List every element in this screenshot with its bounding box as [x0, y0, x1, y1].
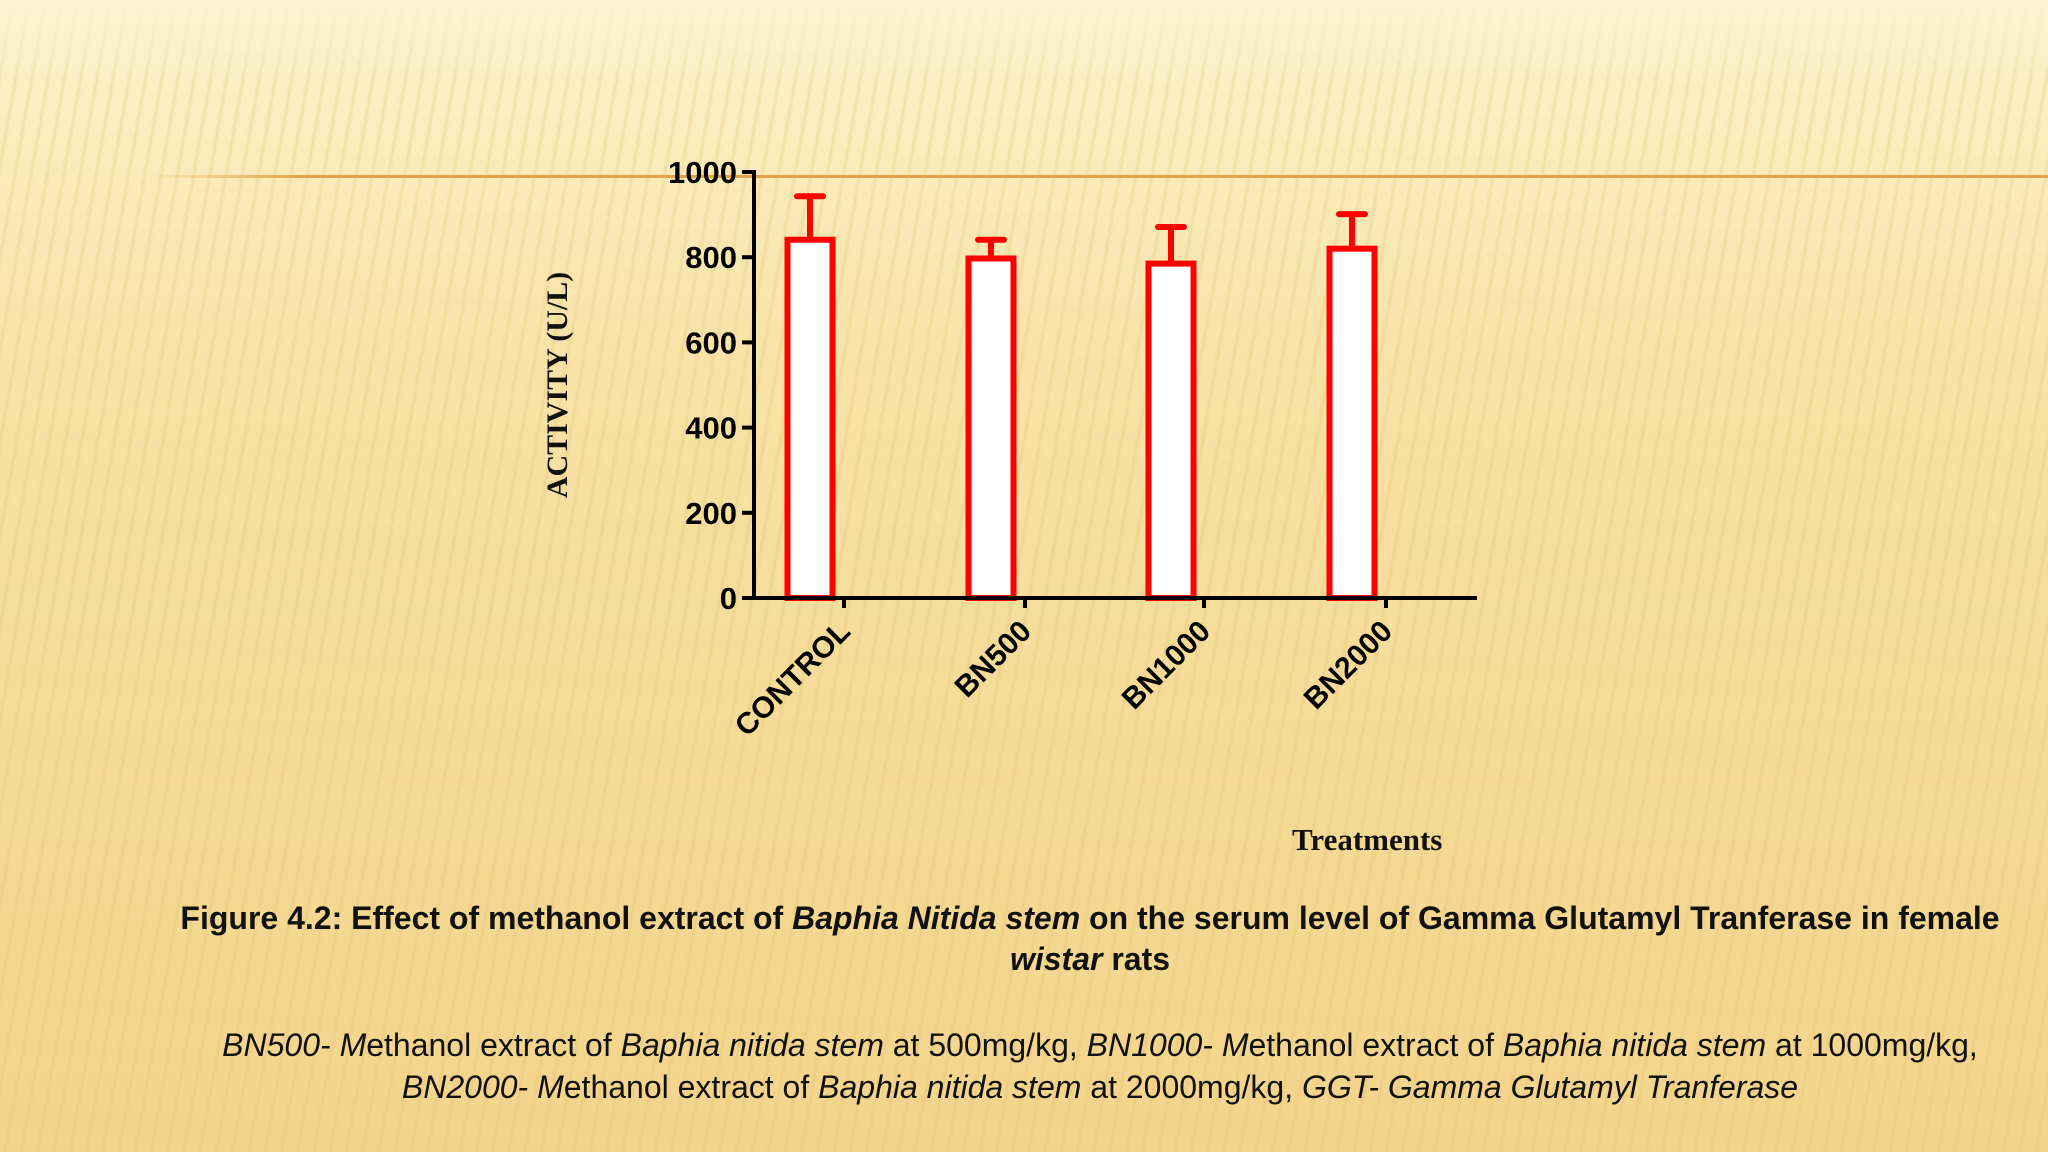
bar-control [784, 236, 836, 601]
slide-title-rule [150, 175, 2048, 178]
abbr-term: Baphia nitida stem [818, 1069, 1082, 1105]
abbr-term: Baphia nitida stem [620, 1027, 884, 1063]
abbr-term: BN1000- M [1086, 1027, 1249, 1063]
caption-text: rats [1102, 941, 1171, 977]
abbr-text: ethanol extract of [563, 1069, 819, 1105]
figure-caption: Figure 4.2: Effect of methanol extract o… [150, 898, 2030, 980]
y-tick-label: 600 [685, 325, 737, 360]
abbreviation-note: BN500- Methanol extract of Baphia nitida… [170, 1024, 2030, 1108]
x-tick-label: BN2000 [1298, 615, 1399, 716]
abbr-term: BN2000- M [401, 1069, 564, 1105]
x-tick-label: BN500 [949, 615, 1038, 704]
bar-bn2000 [1326, 245, 1378, 601]
x-axis-label: Treatments [1292, 822, 1443, 857]
y-tick-label: 1000 [668, 155, 737, 190]
abbr-term: Baphia nitida stem [1502, 1027, 1767, 1063]
y-axis-label: ACTIVITY (U/L) [541, 271, 574, 499]
abbr-term: GGT- Gamma Glutamyl Tranferase [1301, 1069, 1799, 1105]
abbr-term: BN500- M [222, 1027, 367, 1063]
abbr-text: at 2000mg/kg, [1081, 1069, 1302, 1105]
caption-text: Figure 4.2: Effect of methanol extract o… [180, 900, 793, 936]
abbr-text: at 500mg/kg, [883, 1027, 1087, 1063]
background-top-fade [0, 0, 2048, 80]
abbr-text: ethanol extract of [366, 1027, 621, 1063]
x-tick-label: CONTROL [729, 615, 857, 743]
x-tick-label: BN1000 [1116, 615, 1217, 716]
caption-text: on the serum level of Gamma Glutamyl Tra… [1080, 900, 2000, 936]
bar-bn500 [965, 255, 1017, 601]
y-tick-label: 200 [685, 496, 737, 531]
abbr-text: at 1000mg/kg, [1766, 1027, 1978, 1063]
bar-bn1000 [1145, 260, 1197, 601]
caption-strain: wistar [1009, 941, 1103, 977]
caption-species: Baphia Nitida stem [792, 900, 1081, 936]
y-tick-label: 400 [685, 411, 737, 446]
abbr-text: ethanol extract of [1248, 1027, 1503, 1063]
y-tick-label: 0 [720, 581, 737, 616]
y-tick-label: 800 [685, 240, 737, 275]
